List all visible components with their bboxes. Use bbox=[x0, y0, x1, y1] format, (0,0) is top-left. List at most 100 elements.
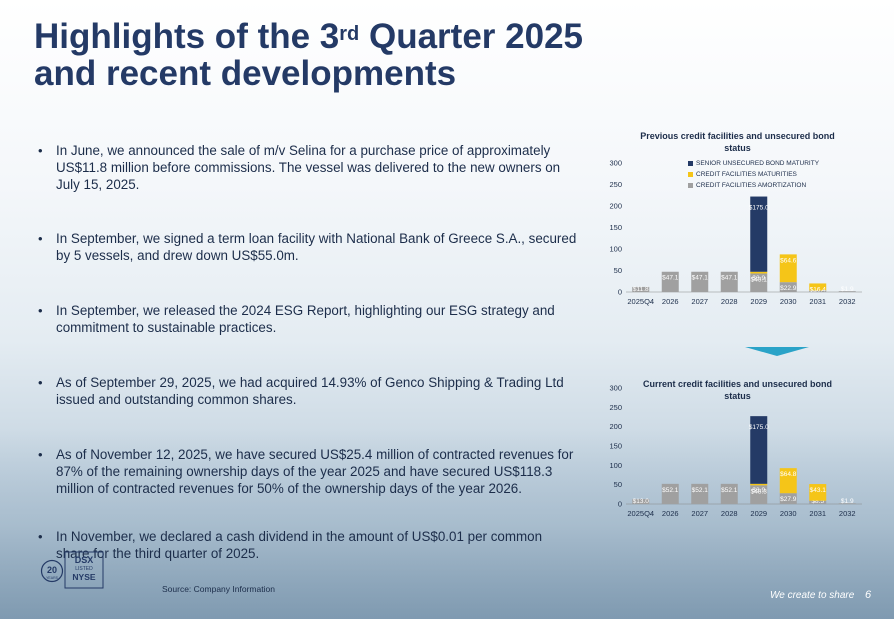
y-tick-label: 150 bbox=[609, 223, 622, 232]
data-label: $52.1 bbox=[662, 487, 679, 494]
bullet-item: As of September 29, 2025, we had acquire… bbox=[38, 374, 578, 408]
x-tick-label: 2031 bbox=[809, 297, 826, 306]
y-tick-label: 50 bbox=[614, 266, 622, 275]
bar-segment bbox=[750, 271, 768, 274]
logo-years: 20 bbox=[47, 565, 57, 575]
bar-segment bbox=[720, 483, 738, 504]
bar-segment bbox=[750, 416, 768, 484]
dsx-listed-nyse-logo: 20 YEARS DSX LISTED NYSE bbox=[40, 548, 106, 594]
data-label: $175.0 bbox=[749, 424, 769, 431]
y-tick-label: 250 bbox=[609, 403, 622, 412]
legend-maturities: CREDIT FACILITIES MATURITIES bbox=[688, 169, 819, 180]
down-arrow-icon bbox=[745, 347, 809, 356]
data-label: $11.8 bbox=[633, 286, 649, 293]
y-tick-label: 100 bbox=[609, 245, 622, 254]
logo-market: NYSE bbox=[72, 572, 95, 582]
current-credit-chart: Current credit facilities and unsecured … bbox=[600, 378, 875, 528]
bar-segment bbox=[632, 498, 650, 504]
data-label: $3.9 bbox=[752, 275, 765, 282]
logo-years-label: YEARS bbox=[46, 576, 59, 580]
bar-segment bbox=[661, 271, 679, 292]
bar-segment bbox=[809, 283, 827, 291]
x-tick-label: 2030 bbox=[780, 509, 797, 518]
bar-segment bbox=[779, 254, 797, 283]
bar-segment bbox=[691, 483, 709, 504]
bar-segment bbox=[809, 500, 827, 504]
x-tick-label: 2025Q4 bbox=[627, 297, 654, 306]
data-label: $52.1 bbox=[692, 487, 709, 494]
y-tick-label: 100 bbox=[609, 461, 622, 470]
x-tick-label: 2030 bbox=[780, 297, 797, 306]
x-tick-label: 2031 bbox=[809, 509, 826, 518]
y-tick-label: 250 bbox=[609, 180, 622, 189]
y-tick-label: 200 bbox=[609, 422, 622, 431]
bar-segment bbox=[632, 286, 650, 292]
legend-amortization: CREDIT FACILITIES AMORTIZATION bbox=[688, 180, 819, 191]
page-title: Highlights of the 3rd Quarter 2025 and re… bbox=[34, 17, 584, 93]
bar-segment bbox=[838, 503, 856, 504]
data-label: $8.5 bbox=[811, 498, 824, 505]
y-tick-label: 200 bbox=[609, 202, 622, 211]
data-label: $47.1 bbox=[721, 275, 738, 282]
data-label: $22.9 bbox=[780, 285, 797, 292]
bar-segment bbox=[838, 291, 856, 292]
x-tick-label: 2029 bbox=[750, 509, 767, 518]
y-tick-label: 300 bbox=[609, 384, 622, 393]
tagline: We create to share bbox=[770, 590, 855, 601]
y-tick-label: 0 bbox=[618, 500, 622, 509]
data-label: $1.9 bbox=[841, 498, 854, 505]
x-tick-label: 2025Q4 bbox=[627, 509, 654, 518]
chart-title: Previous credit facilities and unsecured… bbox=[640, 131, 835, 153]
data-label: $48.3 bbox=[751, 488, 768, 495]
x-tick-label: 2028 bbox=[721, 297, 738, 306]
x-tick-label: 2027 bbox=[691, 297, 708, 306]
page-number: 6 bbox=[865, 589, 872, 601]
chart-legend: SENIOR UNSECURED BOND MATURITY CREDIT FA… bbox=[688, 158, 819, 191]
chart-plot: 0 50 100 150 200 250 300 $11.8 2025Q4 $47.1 2026 $4… bbox=[609, 159, 862, 306]
logo-listed: LISTED bbox=[75, 566, 93, 572]
bullet-item: In November, we declared a cash dividend… bbox=[38, 528, 578, 562]
bar-segment bbox=[779, 282, 797, 292]
highlights-list: In June, we announced the sale of m/v Se… bbox=[38, 142, 578, 562]
chart-title: Current credit facilities and unsecured … bbox=[642, 379, 833, 401]
data-label: $13.0 bbox=[633, 498, 650, 505]
data-label: $27.9 bbox=[780, 496, 797, 503]
bar-segment bbox=[691, 271, 709, 292]
bar-segment bbox=[779, 493, 797, 504]
logo-exchange: DSX bbox=[75, 555, 94, 565]
chart-plot: 0 50 100 150 200 250 300 $13.0 2025Q4 $52.1 2026 $5… bbox=[609, 384, 862, 518]
bullet-item: In June, we announced the sale of m/v Se… bbox=[38, 142, 578, 193]
legend-senior: SENIOR UNSECURED BOND MATURITY bbox=[688, 158, 819, 169]
y-tick-label: 300 bbox=[609, 159, 622, 168]
bullet-item: In September, we released the 2024 ESG R… bbox=[38, 302, 578, 336]
x-tick-label: 2026 bbox=[662, 297, 679, 306]
x-tick-label: 2032 bbox=[839, 509, 856, 518]
bar-segment bbox=[720, 271, 738, 292]
x-tick-label: 2028 bbox=[721, 509, 738, 518]
bar-segment bbox=[809, 290, 827, 292]
legend-swatch bbox=[688, 161, 693, 166]
bar-segment bbox=[661, 483, 679, 504]
legend-swatch bbox=[688, 183, 693, 188]
x-tick-label: 2027 bbox=[691, 509, 708, 518]
source-note: Source: Company Information bbox=[162, 584, 275, 594]
data-label: $16.4 bbox=[810, 286, 827, 293]
data-label: $64.6 bbox=[780, 257, 797, 264]
bar-segment bbox=[750, 483, 768, 486]
bullet-item: In September, we signed a term loan faci… bbox=[38, 230, 578, 264]
y-tick-label: 50 bbox=[614, 480, 622, 489]
x-tick-label: 2026 bbox=[662, 509, 679, 518]
data-label: $52.1 bbox=[721, 487, 738, 494]
data-label: $47.1 bbox=[692, 275, 709, 282]
data-label: $43.1 bbox=[810, 487, 827, 494]
data-label: $1.9 bbox=[841, 286, 854, 293]
bar-segment bbox=[779, 468, 797, 494]
bar-segment bbox=[750, 273, 768, 292]
data-label: $43.1 bbox=[751, 276, 768, 283]
x-tick-label: 2032 bbox=[839, 297, 856, 306]
bar-segment bbox=[750, 196, 768, 272]
y-tick-label: 0 bbox=[618, 288, 622, 297]
bullet-item: As of November 12, 2025, we have secured… bbox=[38, 446, 578, 497]
data-label: $175.0 bbox=[749, 205, 769, 212]
data-label: $47.1 bbox=[662, 275, 679, 282]
